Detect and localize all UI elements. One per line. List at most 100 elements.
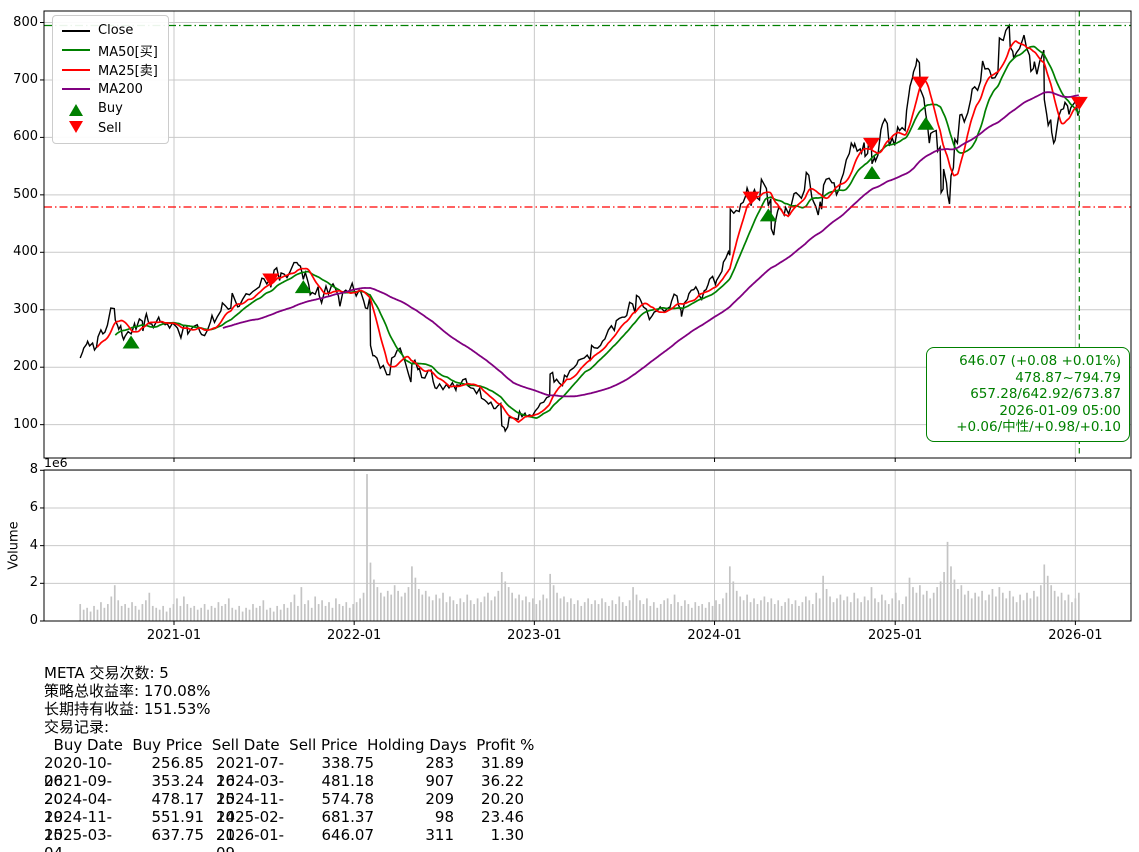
volume-bar	[1005, 598, 1008, 621]
volume-bar	[787, 598, 790, 621]
volume-bar	[310, 607, 313, 621]
legend-item-sell: Sell	[61, 119, 158, 139]
trade-row: 2021-09-20 353.24 2024-03-15 481.18 907 36.22	[44, 772, 524, 808]
volume-bar	[518, 594, 520, 621]
volume-bar	[269, 607, 272, 621]
volume-bar	[193, 605, 196, 621]
date-axis-tick: 2024-01	[687, 628, 742, 643]
volume-bar	[186, 604, 189, 621]
volume-bar	[456, 604, 458, 621]
trade-cell: 2024-11-15	[44, 808, 113, 844]
volume-bar	[535, 604, 538, 621]
volume-bar	[929, 598, 932, 621]
volume-bar	[545, 598, 548, 621]
volume-bar	[245, 607, 247, 621]
volume-bar	[1008, 590, 1011, 621]
trade-cell: 20.20	[481, 790, 524, 808]
ma200-line-swatch	[61, 88, 91, 91]
volume-bar	[829, 596, 831, 621]
volume-bar	[849, 602, 852, 621]
price-axis-tick: 700	[13, 71, 38, 87]
legend-item-ma25: MA25[卖]	[61, 60, 158, 80]
volume-bar	[690, 607, 693, 621]
legend-label: MA25[卖]	[98, 64, 158, 80]
volume-bar	[563, 596, 565, 621]
volume-bar	[766, 602, 769, 621]
volume-bar	[494, 596, 496, 621]
volume-bar	[231, 607, 234, 621]
volume-bar	[856, 598, 859, 621]
volume-bar	[981, 590, 983, 621]
trade-cell: 353.24	[151, 772, 205, 790]
volume-bar	[590, 604, 593, 621]
volume-bar	[1053, 590, 1056, 621]
volume-bar	[127, 607, 130, 621]
legend-label: Sell	[98, 120, 122, 136]
trade-cell: 478.17	[151, 790, 205, 808]
volume-bar	[919, 585, 921, 621]
volume-bar	[138, 609, 140, 621]
signal-line: +0.06/中性/+0.98/+0.10	[956, 419, 1121, 436]
volume-bar	[393, 585, 396, 621]
buy-marker	[863, 166, 881, 180]
volume-bar	[587, 598, 590, 621]
volume-bar	[452, 600, 455, 621]
volume-bar	[462, 602, 465, 621]
volume-bar	[532, 598, 534, 621]
volume-bar	[614, 604, 617, 621]
volume-bar	[583, 602, 586, 621]
volume-bar	[449, 596, 451, 621]
volume-bar	[967, 590, 970, 621]
volume-bar	[86, 607, 88, 621]
volume-bar	[134, 605, 137, 621]
volume-bar	[497, 590, 500, 621]
volume-bar	[511, 592, 513, 621]
price-axis-tick: 400	[13, 244, 38, 260]
ma50-line-swatch	[61, 49, 91, 52]
volume-bar	[297, 605, 299, 621]
volume-bar	[366, 474, 368, 621]
range-line: 478.87~794.79	[1015, 369, 1121, 386]
volume-bar	[977, 596, 980, 621]
volume-bar	[155, 607, 158, 621]
volume-bar	[386, 590, 389, 621]
trade-cell: 646.07	[321, 826, 375, 844]
volume-bar	[884, 600, 887, 621]
volume-bar	[255, 607, 258, 621]
volume-bar	[932, 592, 935, 621]
volume-bar	[853, 592, 856, 621]
volume-bar	[525, 596, 527, 621]
hold-return: 长期持有收益: 151.53%	[44, 700, 211, 718]
volume-bar	[335, 598, 337, 621]
volume-bar	[113, 585, 116, 621]
volume-bar	[469, 600, 472, 621]
volume-bar	[165, 611, 168, 621]
volume-bar	[580, 605, 583, 621]
volume-bar	[179, 605, 182, 621]
volume-bar	[922, 594, 925, 621]
volume-bar	[832, 602, 835, 621]
ma50-line	[114, 45, 1080, 419]
volume-bar	[103, 607, 106, 621]
volume-bar	[293, 594, 296, 621]
volume-bar	[428, 596, 431, 621]
trade-cell: 2021-09-20	[44, 772, 113, 808]
volume-bar	[950, 566, 952, 621]
volume-bar	[912, 587, 914, 621]
trade-cell: 2026-01-09	[216, 826, 285, 852]
records-label: 交易记录:	[44, 718, 110, 736]
trade-cell: 681.37	[321, 808, 375, 826]
trade-cell: 2025-03-04	[44, 826, 113, 852]
volume-axis-tick: 2	[29, 575, 38, 591]
volume-axis-tick: 4	[29, 537, 38, 553]
volume-bar	[936, 587, 939, 621]
volume-bar	[82, 609, 85, 621]
trade-row: 2024-04-19 478.17 2024-11-14 574.78 209 20.20	[44, 790, 524, 826]
volume-bar	[521, 600, 524, 621]
volume-bar	[435, 594, 437, 621]
volume-bar	[120, 605, 123, 621]
volume-bar	[286, 607, 289, 621]
volume-bar	[728, 566, 731, 621]
trade-cell: 23.46	[481, 808, 524, 826]
